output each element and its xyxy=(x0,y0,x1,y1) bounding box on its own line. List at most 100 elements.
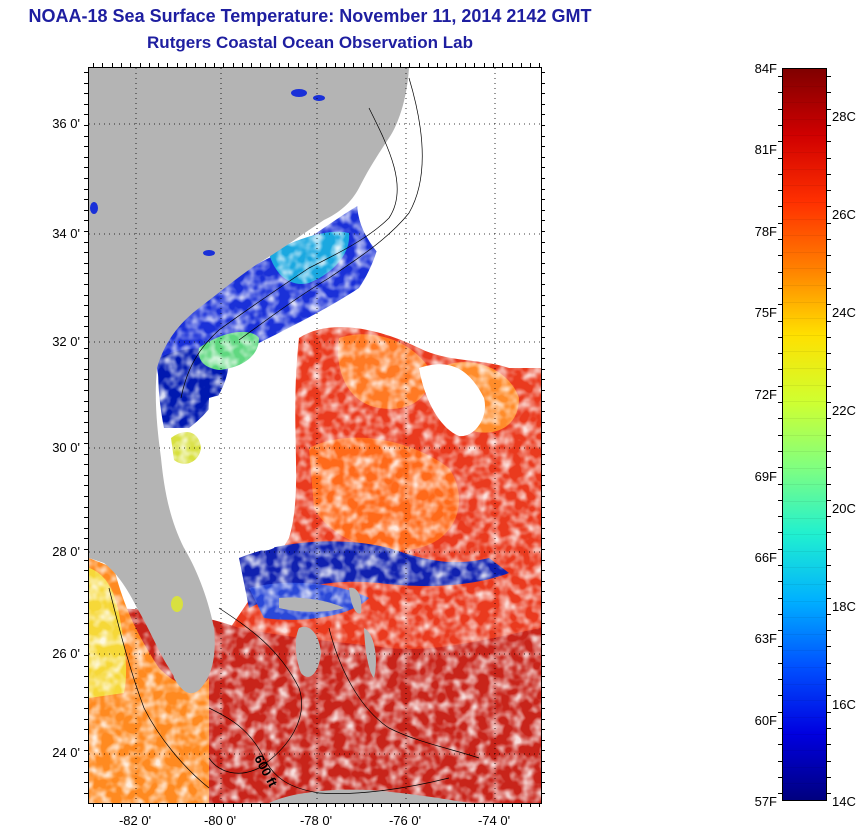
map-tick xyxy=(521,803,522,807)
map-tick xyxy=(84,252,88,253)
colorbar-c-label: 24C xyxy=(832,305,856,320)
lon-label-80: -80 0' xyxy=(203,813,237,828)
map-tick xyxy=(541,93,545,94)
map-tick xyxy=(541,676,545,677)
lake xyxy=(291,89,307,97)
map-tick xyxy=(298,803,299,807)
lat-label-28: 28 0' xyxy=(52,544,80,559)
colorbar-tick xyxy=(826,630,831,631)
colorbar-tick xyxy=(826,435,831,436)
colorbar-tick xyxy=(826,695,831,696)
map-tick xyxy=(541,655,545,656)
map-tick xyxy=(541,549,545,550)
map-tick xyxy=(260,63,261,67)
map-tick xyxy=(84,496,88,497)
lake-okeechobee xyxy=(171,596,183,612)
map-tick xyxy=(84,740,88,741)
map-tick xyxy=(84,189,88,190)
map-tick xyxy=(541,220,545,221)
map-tick xyxy=(541,369,545,370)
map-tick xyxy=(541,432,545,433)
map-tick xyxy=(84,369,88,370)
map-tick xyxy=(93,803,94,807)
map-tick xyxy=(186,63,187,67)
map-tick xyxy=(316,803,317,807)
colorbar-band-line xyxy=(783,417,826,419)
colorbar-band-line xyxy=(783,284,826,286)
colorbar-tick xyxy=(826,402,831,403)
map-tick xyxy=(149,803,150,807)
map-tick xyxy=(260,803,261,807)
map-tick xyxy=(363,63,364,67)
map-tick xyxy=(541,528,545,529)
map-tick xyxy=(84,157,88,158)
map-tick xyxy=(84,475,88,476)
map-tick xyxy=(177,803,178,807)
colorbar-band-line xyxy=(783,700,826,702)
map-tick xyxy=(84,379,88,380)
colorbar-band-line xyxy=(783,550,826,552)
colorbar-band-line xyxy=(783,268,826,270)
colorbar-tick xyxy=(826,288,831,289)
land-us-mainland xyxy=(89,68,409,690)
map-tick xyxy=(474,63,475,67)
map-tick xyxy=(84,167,88,168)
colorbar-tick xyxy=(778,321,782,322)
colorbar-tick xyxy=(826,125,831,126)
map-tick xyxy=(541,613,545,614)
map-tick xyxy=(437,803,438,807)
map-tick xyxy=(372,63,373,67)
colorbar-tick xyxy=(778,451,782,452)
colorbar-tick xyxy=(826,565,831,566)
map-tick xyxy=(140,803,141,807)
map-tick xyxy=(270,63,271,67)
map-tick xyxy=(251,63,252,67)
map-tick xyxy=(84,432,88,433)
map-tick xyxy=(84,761,88,762)
colorbar-tick xyxy=(826,272,831,273)
map-tick xyxy=(400,63,401,67)
map-tick xyxy=(541,560,545,561)
map-tick xyxy=(541,242,545,243)
map-tick xyxy=(233,803,234,807)
map-tick xyxy=(214,803,215,807)
colorbar-tick xyxy=(826,190,831,191)
colorbar-band-line xyxy=(783,218,826,220)
lat-label-30: 30 0' xyxy=(52,440,80,455)
colorbar-tick xyxy=(778,125,782,126)
map-tick xyxy=(541,687,545,688)
colorbar-tick xyxy=(778,141,782,142)
map-tick xyxy=(541,793,545,794)
map-tick xyxy=(541,284,545,285)
map-tick xyxy=(233,63,234,67)
colorbar-f-label: 69F xyxy=(754,469,777,484)
colorbar-f-label: 66F xyxy=(754,550,777,565)
map-tick xyxy=(512,803,513,807)
map-tick xyxy=(400,803,401,807)
map-tick xyxy=(307,803,308,807)
map-tick xyxy=(84,199,88,200)
map-tick xyxy=(84,729,88,730)
map-tick xyxy=(102,803,103,807)
map-tick xyxy=(84,708,88,709)
colorbar-c-label: 20C xyxy=(832,501,856,516)
map-tick xyxy=(84,697,88,698)
colorbar xyxy=(782,68,827,801)
map-tick xyxy=(541,348,545,349)
sst-map-canvas: 600 ft xyxy=(89,68,541,803)
map-tick xyxy=(93,63,94,67)
colorbar-band-line xyxy=(783,118,826,120)
colorbar-tick xyxy=(826,500,831,501)
map-tick xyxy=(326,803,327,807)
colorbar-band-line xyxy=(783,85,826,87)
map-tick xyxy=(539,803,540,807)
colorbar-f-label: 78F xyxy=(754,224,777,239)
colorbar-tick xyxy=(826,255,831,256)
colorbar-tick xyxy=(826,793,831,794)
map-tick xyxy=(541,231,545,232)
map-tick xyxy=(381,63,382,67)
map-tick xyxy=(541,591,545,592)
map-tick xyxy=(391,803,392,807)
map-tick xyxy=(84,687,88,688)
cloud-region-east xyxy=(419,364,485,437)
